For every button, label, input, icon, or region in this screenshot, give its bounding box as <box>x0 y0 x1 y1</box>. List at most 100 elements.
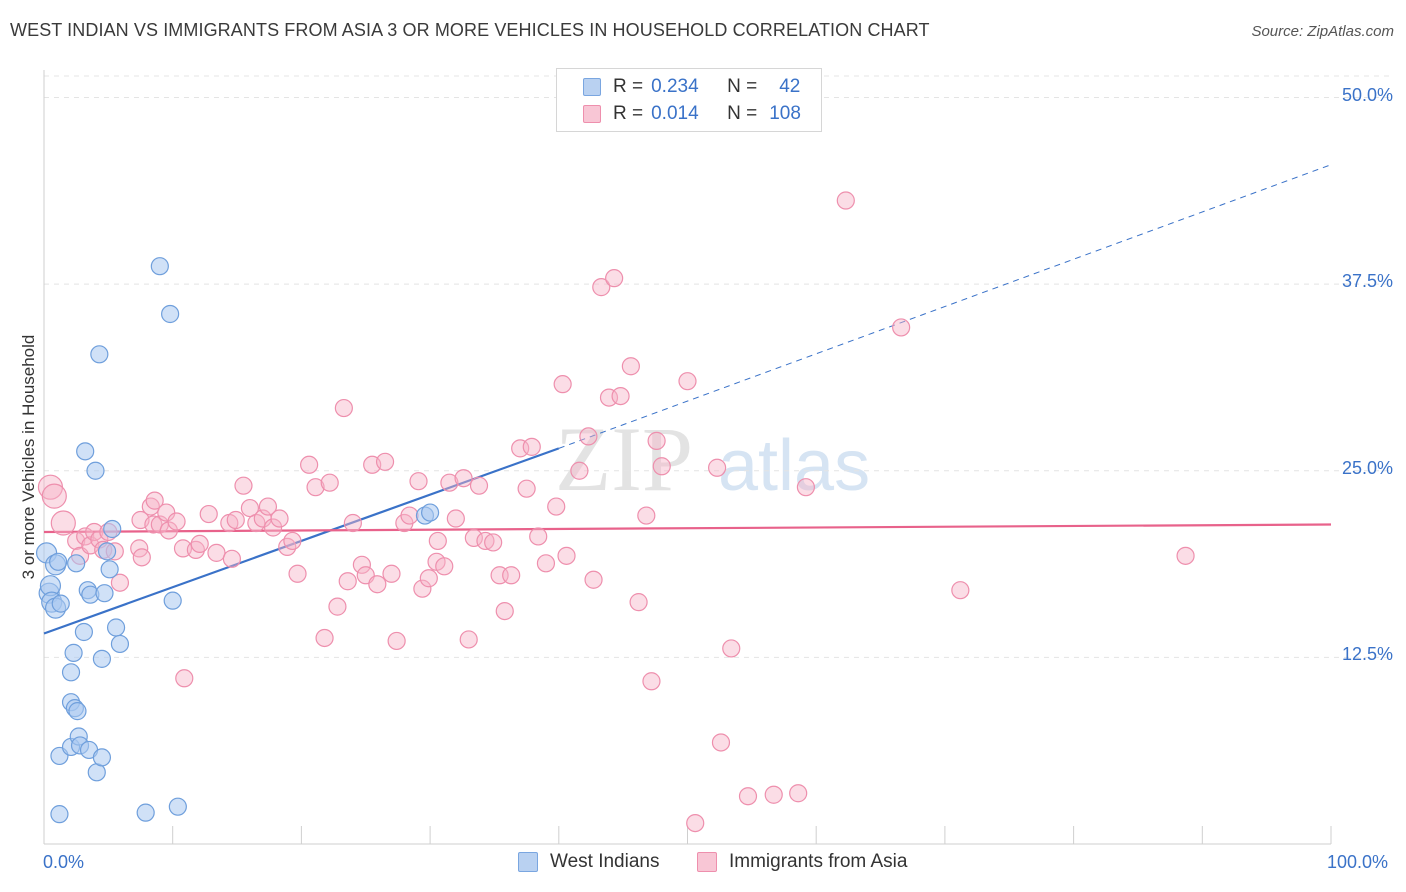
west-indians-point-41 <box>421 503 440 522</box>
west-indians-point-36 <box>161 304 180 324</box>
asia-point-53 <box>368 575 387 594</box>
west-indians-point-31 <box>103 519 122 539</box>
source-credit: Source: ZipAtlas.com <box>1251 23 1394 40</box>
asia-point-101 <box>722 639 741 658</box>
asia-point-85 <box>579 427 598 446</box>
asia-point-59 <box>409 472 428 491</box>
asia-n-value: 108 <box>769 103 801 124</box>
asia-point-28 <box>207 543 226 562</box>
asia-point-60 <box>413 579 432 598</box>
asia-point-68 <box>459 630 478 649</box>
series-immigrants-from-asia <box>37 191 1195 833</box>
asia-point-88 <box>599 388 619 407</box>
y-tick-label-1: 25.0% <box>1341 457 1393 478</box>
asia-point-100 <box>711 733 731 752</box>
legend-row-west-indians: R = 0.234 N = 42 <box>583 74 800 100</box>
asia-point-26 <box>190 534 209 554</box>
west-indians-swatch <box>583 78 601 96</box>
asia-point-43 <box>306 478 325 497</box>
asia-point-18 <box>145 491 164 510</box>
asia-point-95 <box>647 431 666 450</box>
west-indians-r-value: 0.234 <box>651 76 699 97</box>
west-indians-point-15 <box>68 702 87 721</box>
west-indians-point-6 <box>49 552 68 571</box>
west-indians-point-23 <box>86 461 105 480</box>
asia-point-75 <box>502 566 521 585</box>
y-tick-label-2: 37.5% <box>1341 271 1393 292</box>
west-indians-point-34 <box>136 803 155 822</box>
asia-point-71 <box>476 531 495 551</box>
asia-point-1 <box>41 483 67 509</box>
asia-point-78 <box>522 437 541 456</box>
asia-point-69 <box>464 528 483 548</box>
asia-point-67 <box>454 469 473 488</box>
asia-point-48 <box>338 572 357 591</box>
asia-point-41 <box>288 564 307 583</box>
asia-n-label: N = <box>727 103 758 124</box>
x-tick-label-max: 100.0% <box>1327 852 1389 872</box>
west-indians-r-label: R = <box>613 76 644 97</box>
asia-point-42 <box>300 455 319 474</box>
asia-point-93 <box>637 506 656 525</box>
asia-point-76 <box>511 439 530 458</box>
asia-point-70 <box>469 476 489 495</box>
asia-point-30 <box>222 549 242 568</box>
asia-point-3 <box>67 531 86 551</box>
y-tick-label-0: 12.5% <box>1341 644 1393 665</box>
asia-point-99 <box>708 458 727 477</box>
asia-point-54 <box>375 452 395 471</box>
legend-item-asia[interactable]: Immigrants from Asia <box>697 851 907 873</box>
asia-point-89 <box>605 269 624 288</box>
x-tick-label-min: 0.0% <box>43 852 85 872</box>
asia-point-107 <box>892 318 911 337</box>
west-indians-point-27 <box>92 649 112 668</box>
watermark: ZIP atlas <box>555 408 870 510</box>
asia-point-24 <box>175 669 194 688</box>
asia-point-45 <box>320 473 339 492</box>
asia-point-2 <box>50 510 76 536</box>
legend-item-west-indians[interactable]: West Indians <box>518 851 659 873</box>
asia-point-102 <box>738 787 758 806</box>
asia-point-5 <box>76 527 95 546</box>
asia-point-50 <box>352 555 371 574</box>
asia-point-31 <box>226 510 245 530</box>
grid <box>44 75 1392 658</box>
asia-point-36 <box>258 497 278 516</box>
asia-point-32 <box>234 476 253 495</box>
asia-point-96 <box>652 457 671 476</box>
asia-point-79 <box>529 527 548 546</box>
asia-point-47 <box>334 398 353 418</box>
asia-point-103 <box>764 785 783 804</box>
chart-title: WEST INDIAN VS IMMIGRANTS FROM ASIA 3 OR… <box>10 20 930 40</box>
asia-swatch <box>583 105 601 123</box>
watermark-zip: ZIP <box>555 408 693 510</box>
west-indians-n-value: 42 <box>779 76 801 97</box>
asia-point-86 <box>584 570 603 589</box>
asia-point-65 <box>440 473 459 492</box>
asia-r-label: R = <box>613 103 644 124</box>
asia-point-63 <box>428 531 447 551</box>
west-indians-point-38 <box>168 797 187 816</box>
asia-point-66 <box>446 509 465 528</box>
asia-point-82 <box>553 375 572 394</box>
asia-point-58 <box>400 506 419 525</box>
asia-point-64 <box>435 557 454 576</box>
west-indians-point-32 <box>106 618 126 637</box>
asia-point-39 <box>278 537 297 556</box>
asia-point-91 <box>621 357 640 376</box>
asia-point-108 <box>951 581 970 600</box>
x-ticks <box>172 826 1332 844</box>
west-indians-point-18 <box>74 622 93 642</box>
asia-point-90 <box>611 387 630 406</box>
asia-point-40 <box>283 531 302 551</box>
asia-point-98 <box>686 813 705 833</box>
asia-point-94 <box>642 672 661 691</box>
series-legend: West Indians Immigrants from Asia <box>0 851 1406 877</box>
y-tick-label-3: 50.0% <box>1341 84 1393 105</box>
west-indians-point-7 <box>51 594 70 613</box>
asia-point-83 <box>557 546 576 565</box>
asia-point-74 <box>495 601 514 621</box>
west-indians-point-25 <box>90 345 109 364</box>
asia-point-97 <box>678 372 697 391</box>
west-indians-legend-label: West Indians <box>550 851 660 872</box>
